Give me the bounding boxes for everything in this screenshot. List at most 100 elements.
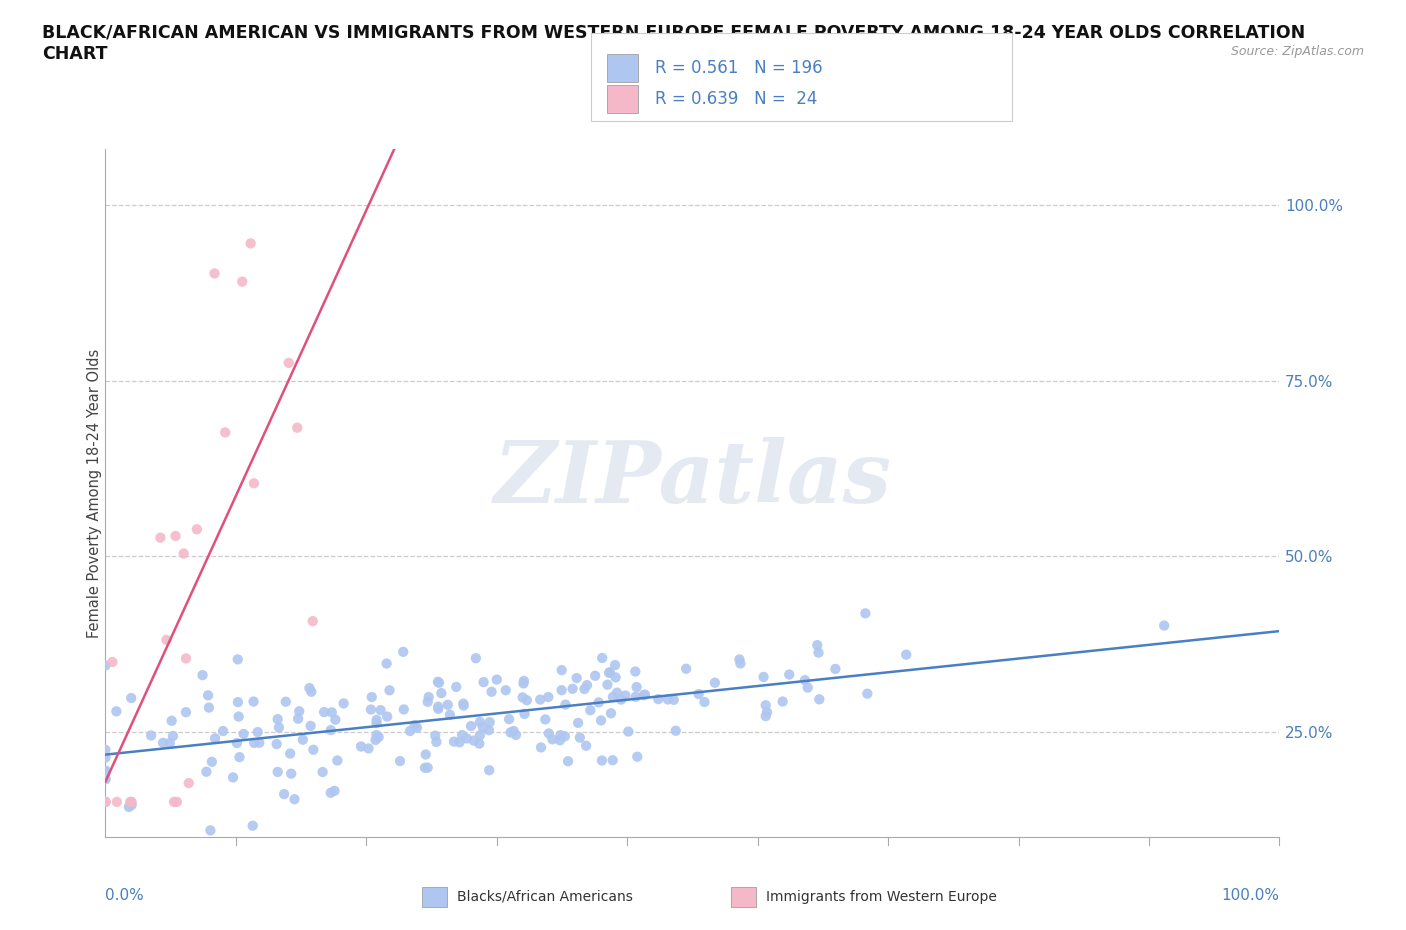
Text: R = 0.561   N = 196: R = 0.561 N = 196 bbox=[655, 59, 823, 77]
Point bbox=[499, 725, 522, 740]
Point bbox=[662, 692, 685, 707]
Point bbox=[94, 772, 117, 787]
Point bbox=[228, 709, 250, 724]
Point bbox=[242, 694, 264, 709]
Point bbox=[427, 699, 450, 714]
Point bbox=[554, 729, 576, 744]
Point bbox=[177, 776, 200, 790]
Point bbox=[602, 689, 624, 704]
Point bbox=[550, 683, 572, 698]
Point bbox=[173, 546, 195, 561]
Point bbox=[163, 794, 186, 809]
Point bbox=[550, 663, 572, 678]
Point bbox=[513, 707, 536, 722]
Point bbox=[806, 638, 828, 653]
Point bbox=[824, 661, 846, 676]
Point bbox=[375, 657, 398, 671]
Point bbox=[634, 687, 657, 702]
Point bbox=[388, 753, 411, 768]
Point bbox=[149, 530, 172, 545]
Point bbox=[152, 736, 174, 751]
Point bbox=[853, 606, 876, 621]
Point bbox=[222, 770, 245, 785]
Y-axis label: Female Poverty Among 18-24 Year Olds: Female Poverty Among 18-24 Year Olds bbox=[87, 348, 101, 638]
Point bbox=[576, 678, 599, 693]
Point bbox=[139, 728, 162, 743]
Point bbox=[416, 695, 439, 710]
Point bbox=[665, 724, 688, 738]
Point bbox=[453, 698, 475, 713]
Point bbox=[415, 747, 437, 762]
Point bbox=[427, 701, 450, 716]
Point bbox=[427, 675, 450, 690]
Point bbox=[232, 726, 254, 741]
Point bbox=[406, 721, 429, 736]
Point bbox=[505, 727, 527, 742]
Point bbox=[94, 764, 117, 778]
Point bbox=[392, 702, 415, 717]
Point bbox=[478, 723, 501, 737]
Point bbox=[370, 703, 392, 718]
Point bbox=[392, 644, 415, 659]
Point bbox=[285, 420, 308, 435]
Point bbox=[231, 274, 253, 289]
Point bbox=[118, 800, 141, 815]
Point bbox=[657, 692, 679, 707]
Point bbox=[756, 705, 779, 720]
Point bbox=[626, 750, 648, 764]
Point bbox=[121, 794, 143, 809]
Point bbox=[537, 690, 560, 705]
Point bbox=[357, 741, 380, 756]
Point bbox=[366, 727, 388, 742]
Point bbox=[174, 705, 197, 720]
Text: BLACK/AFRICAN AMERICAN VS IMMIGRANTS FROM WESTERN EUROPE FEMALE POVERTY AMONG 18: BLACK/AFRICAN AMERICAN VS IMMIGRANTS FRO… bbox=[42, 23, 1305, 41]
Point bbox=[94, 742, 117, 757]
Point bbox=[120, 691, 142, 706]
Point bbox=[278, 746, 301, 761]
Point bbox=[162, 728, 184, 743]
Point bbox=[399, 724, 422, 738]
Point bbox=[728, 652, 751, 667]
Point bbox=[243, 736, 266, 751]
Point bbox=[94, 765, 117, 780]
Point bbox=[512, 676, 534, 691]
Point bbox=[603, 658, 626, 672]
Point bbox=[796, 680, 818, 695]
Point bbox=[280, 766, 302, 781]
Point bbox=[439, 708, 461, 723]
Point bbox=[453, 697, 475, 711]
Point bbox=[105, 794, 128, 809]
Point bbox=[755, 698, 778, 712]
Point bbox=[246, 724, 269, 739]
Point bbox=[550, 727, 572, 742]
Point bbox=[198, 700, 221, 715]
Point bbox=[274, 695, 297, 710]
Point bbox=[105, 704, 128, 719]
Point bbox=[624, 664, 647, 679]
Point bbox=[481, 684, 503, 699]
Point bbox=[418, 690, 440, 705]
Point bbox=[856, 686, 879, 701]
Point bbox=[537, 726, 560, 741]
Point bbox=[561, 682, 583, 697]
Point bbox=[485, 672, 508, 687]
Point bbox=[378, 683, 401, 698]
Point bbox=[174, 651, 197, 666]
Point bbox=[693, 695, 716, 710]
Point bbox=[197, 688, 219, 703]
Point bbox=[602, 752, 624, 767]
Point bbox=[242, 818, 264, 833]
Point bbox=[598, 665, 620, 680]
Point bbox=[425, 735, 447, 750]
Text: 0.0%: 0.0% bbox=[105, 888, 145, 903]
Point bbox=[449, 735, 471, 750]
Point bbox=[299, 719, 322, 734]
Point bbox=[541, 732, 564, 747]
Point bbox=[599, 665, 621, 680]
Point bbox=[478, 715, 501, 730]
Point bbox=[301, 614, 323, 629]
Point bbox=[495, 683, 517, 698]
Point bbox=[226, 652, 249, 667]
Text: Immigrants from Western Europe: Immigrants from Western Europe bbox=[766, 890, 997, 904]
Text: 100.0%: 100.0% bbox=[1222, 888, 1279, 903]
